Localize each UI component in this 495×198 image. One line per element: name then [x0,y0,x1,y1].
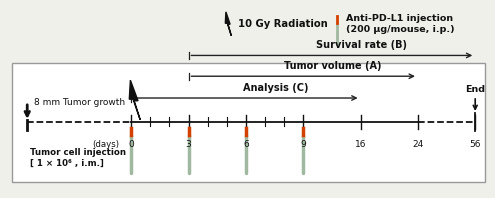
Text: 6: 6 [243,140,248,148]
Polygon shape [129,80,140,120]
FancyBboxPatch shape [12,63,485,182]
Polygon shape [225,12,231,36]
Text: 16: 16 [355,140,366,148]
Text: 24: 24 [412,140,424,148]
Text: (days): (days) [92,140,119,148]
Text: 8 mm Tumor growth: 8 mm Tumor growth [34,98,125,107]
Text: 10 Gy Radiation: 10 Gy Radiation [238,19,327,29]
Text: Survival rate (B): Survival rate (B) [316,40,407,50]
Text: Anti-PD-L1 injection
(200 μg/mouse, i.p.): Anti-PD-L1 injection (200 μg/mouse, i.p.… [346,14,454,34]
Text: Analysis (C): Analysis (C) [243,83,308,93]
Text: End: End [465,85,485,94]
Text: Tumor cell injection
[ 1 × 10⁶ , i.m.]: Tumor cell injection [ 1 × 10⁶ , i.m.] [30,148,126,168]
Text: 56: 56 [469,140,481,148]
Text: 9: 9 [300,140,306,148]
Text: Tumor volume (A): Tumor volume (A) [284,61,382,71]
Text: 3: 3 [186,140,192,148]
Text: 0: 0 [128,140,134,148]
